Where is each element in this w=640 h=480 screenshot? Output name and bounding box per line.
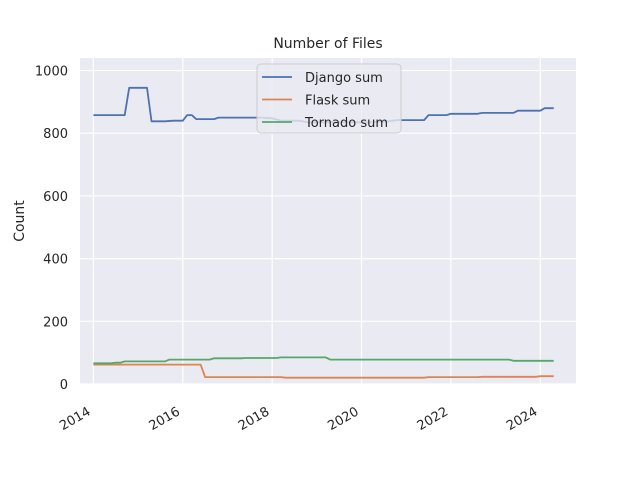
- legend-box: [256, 63, 402, 134]
- x-tick-label: 2018: [236, 404, 272, 434]
- legend-label: Django sum: [305, 71, 383, 86]
- y-tick-label: 600: [43, 190, 68, 205]
- series-line-2: [93, 356, 554, 365]
- y-tick-label: 1000: [35, 65, 68, 80]
- x-tick-label: 2016: [147, 404, 183, 434]
- y-tick-label: 800: [43, 127, 68, 142]
- x-tick-label: 2024: [504, 404, 540, 434]
- series-line-1: [93, 363, 554, 379]
- legend-label: Flask sum: [305, 94, 370, 109]
- y-tick-label: 200: [43, 315, 68, 330]
- y-axis-label: Count: [12, 200, 28, 242]
- x-tick-label: 2022: [415, 404, 451, 434]
- chart-title: Number of Files: [273, 36, 382, 52]
- legend: Django sum Flask sum Tornado sum: [256, 63, 402, 134]
- y-tick-label: 400: [43, 253, 68, 268]
- legend-label: Tornado sum: [304, 116, 388, 131]
- x-tick-label: 2020: [325, 404, 361, 434]
- x-tick-label: 2014: [57, 404, 93, 434]
- x-axis-ticks: 2014 2016 2018 2020 2022 2024: [57, 404, 540, 434]
- y-axis-ticks: 0 200 400 600 800 1000: [35, 65, 68, 393]
- y-tick-label: 0: [60, 378, 68, 393]
